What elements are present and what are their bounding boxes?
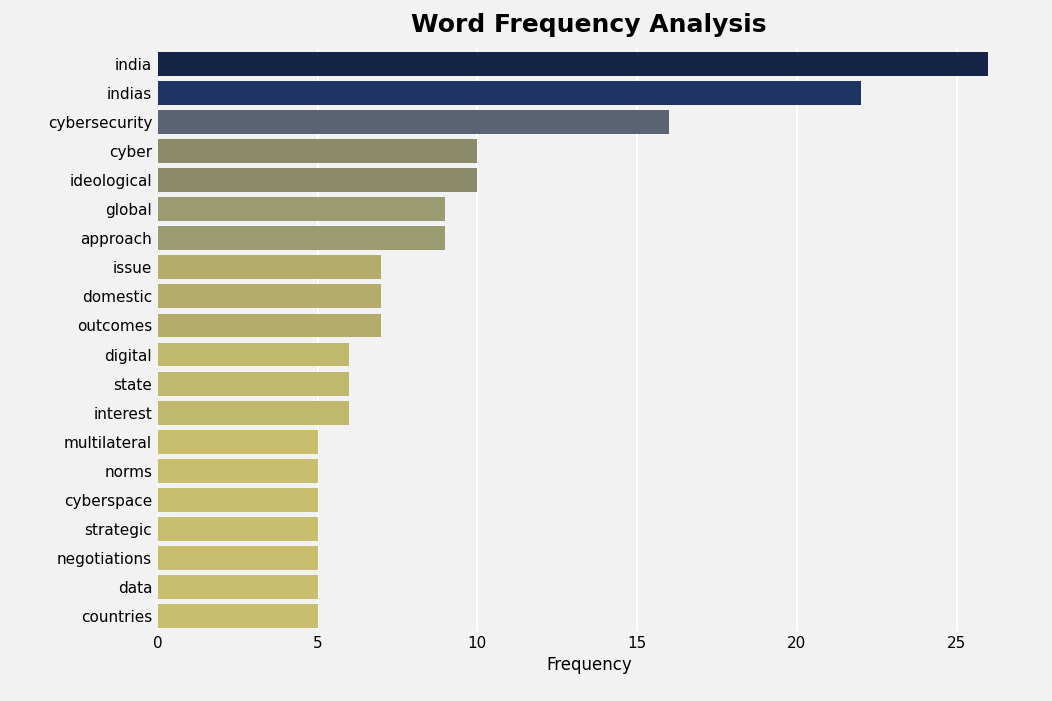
- Bar: [158, 576, 318, 599]
- Bar: [158, 168, 478, 192]
- Bar: [158, 604, 318, 628]
- Title: Word Frequency Analysis: Word Frequency Analysis: [411, 13, 767, 37]
- Bar: [158, 197, 445, 221]
- Bar: [158, 459, 318, 483]
- Bar: [158, 488, 318, 512]
- X-axis label: Frequency: Frequency: [546, 656, 632, 674]
- Bar: [158, 139, 478, 163]
- Bar: [158, 430, 318, 454]
- Bar: [158, 343, 349, 367]
- Bar: [158, 517, 318, 541]
- Bar: [158, 546, 318, 570]
- Bar: [158, 81, 861, 104]
- Bar: [158, 226, 445, 250]
- Bar: [158, 110, 669, 134]
- Bar: [158, 52, 989, 76]
- Bar: [158, 313, 382, 337]
- Bar: [158, 285, 382, 308]
- Bar: [158, 401, 349, 425]
- Bar: [158, 372, 349, 395]
- Bar: [158, 255, 382, 279]
